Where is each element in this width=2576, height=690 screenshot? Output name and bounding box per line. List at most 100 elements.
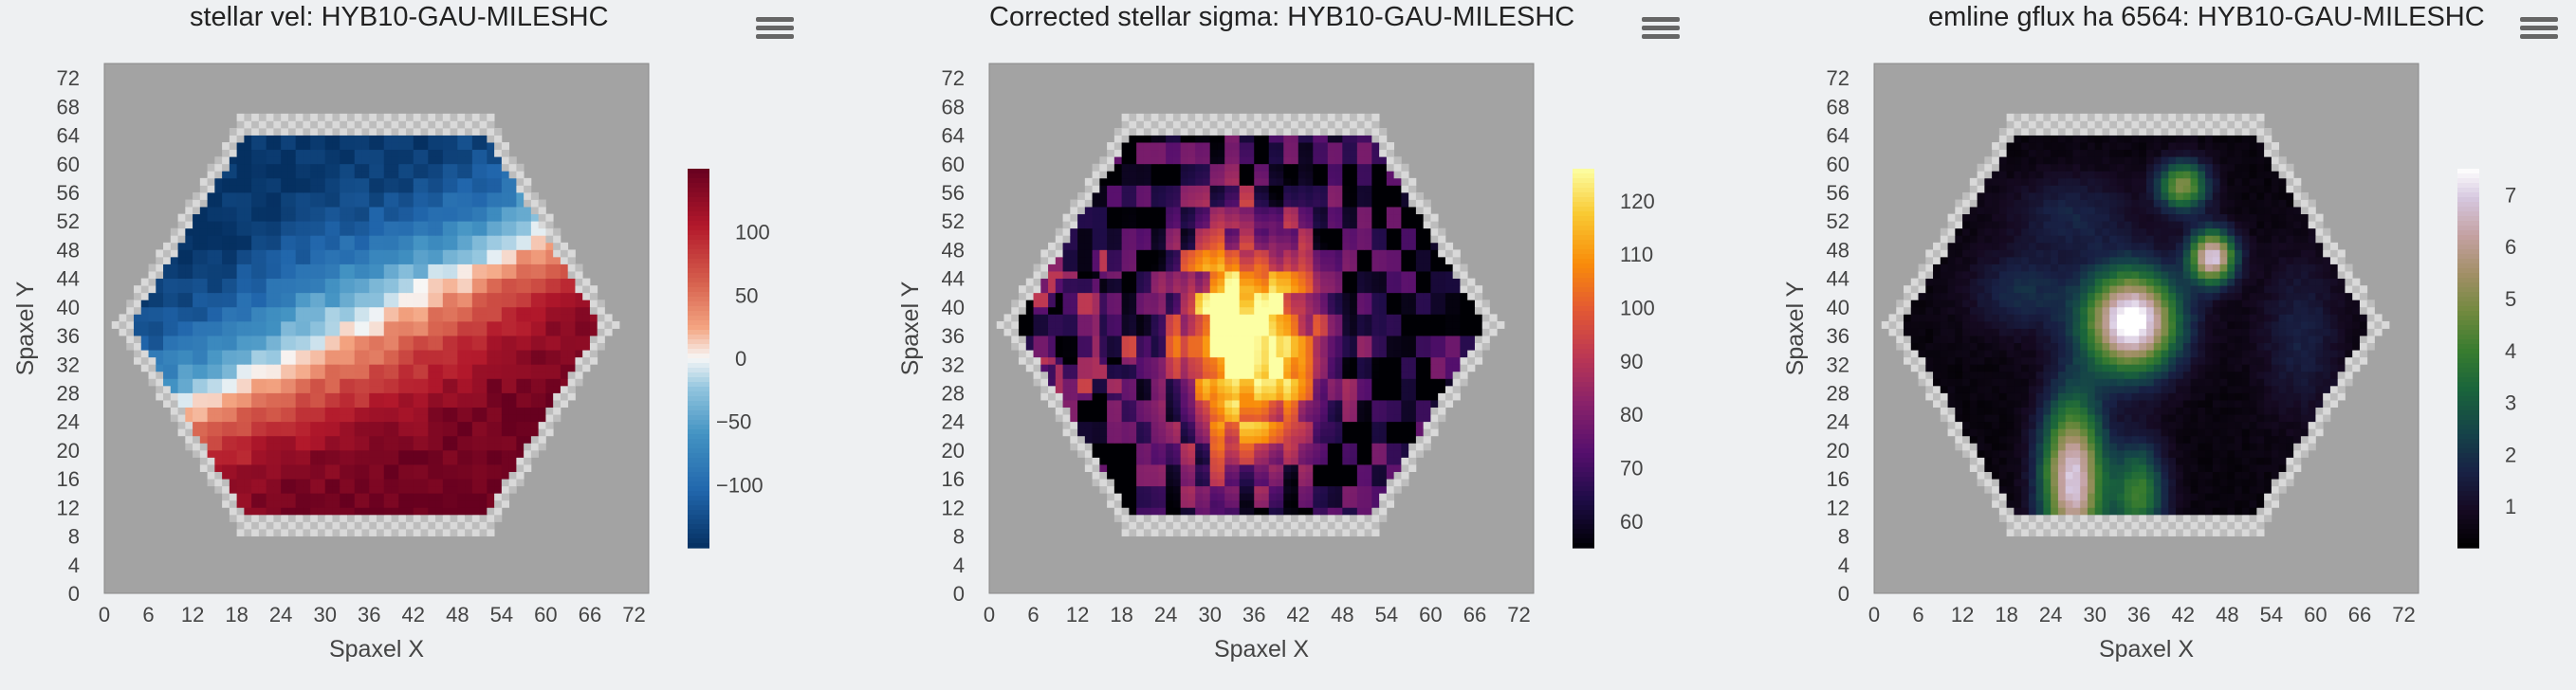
spaxel-cell [479,514,488,522]
spaxel-cell [457,464,466,472]
spaxel-cell [442,364,451,372]
spaxel-cell [560,364,569,372]
spaxel-cell [377,457,385,465]
spaxel-cell [1297,407,1306,415]
spaxel-cell [258,227,267,236]
spaxel-cell [1070,414,1078,423]
spaxel-cell [1379,378,1388,387]
spaxel-cell [222,292,230,300]
spaxel-cell [1129,493,1137,501]
spaxel-cell [199,414,208,423]
spaxel-cell [1438,407,1446,415]
spaxel-cell [148,378,156,387]
spaxel-cell [369,213,377,222]
spaxel-cell [582,292,591,300]
spaxel-cell [1268,400,1277,408]
spaxel-cell [1224,328,1233,336]
spaxel-cell [266,292,274,300]
spaxel-cell [119,320,127,329]
spaxel-cell [156,392,164,401]
spaxel-cell [1350,292,1358,300]
spaxel-cell [1217,350,1225,358]
spaxel-cell [413,171,421,179]
colorbar-segment [688,382,709,388]
spaxel-cell [1371,529,1380,536]
spaxel-cell [428,235,436,244]
spaxel-cell [156,292,164,300]
spaxel-cell [1291,471,1299,480]
spaxel-cell [1364,300,1372,308]
spaxel-cell [324,336,333,343]
spaxel-cell [413,414,421,423]
spaxel-cell [332,449,340,458]
spaxel-cell [1401,314,1409,322]
spaxel-cell [163,263,172,272]
spaxel-cell [1150,378,1159,387]
spaxel-cell [207,421,215,429]
spaxel-cell [266,185,274,193]
spaxel-cell [589,314,598,322]
spaxel-cell [538,249,546,258]
spaxel-cell [1129,342,1137,351]
spaxel-cell [545,306,554,315]
spaxel-cell [1356,342,1365,351]
spaxel-cell [1291,306,1299,315]
spaxel-cell [398,235,407,244]
spaxel-cell [1320,421,1329,429]
spaxel-cell [346,292,356,300]
spaxel-cell [377,221,385,229]
spaxel-cell [1460,320,1468,329]
spaxel-cell [163,271,172,280]
spaxel-cell [377,292,385,300]
spaxel-cell [1444,385,1454,393]
spaxel-cell [1246,314,1255,322]
colorbar-tick-label: −50 [716,410,751,434]
spaxel-cell [258,156,267,165]
spaxel-cell [281,371,289,379]
spaxel-cell [340,514,348,522]
spaxel-cell [1438,306,1446,315]
spaxel-cell [1364,499,1372,508]
spaxel-cell [516,263,524,272]
spaxel-cell [1202,457,1211,465]
spaxel-cell [1158,485,1167,494]
spaxel-cell [435,207,444,215]
spaxel-cell [406,521,414,530]
spaxel-cell [383,521,392,530]
spaxel-cell [1268,350,1277,358]
spaxel-cell [287,199,297,208]
spaxel-cell [479,371,488,379]
spaxel-cell [1291,285,1299,294]
spaxel-cell [1172,285,1182,294]
spaxel-cell [377,163,385,172]
spaxel-cell [465,328,473,336]
spaxel-cell [420,177,429,186]
spaxel-cell [377,521,385,530]
spaxel-cell [346,471,356,480]
spaxel-cell [258,449,267,458]
spaxel-cell [266,271,274,280]
spaxel-cell [487,464,495,472]
spaxel-cell [494,177,503,186]
spaxel-cell [516,364,524,372]
chart-menu-button[interactable] [756,13,794,45]
spaxel-cell [1342,342,1351,351]
spaxel-cell [1283,378,1292,387]
spaxel-cell [1276,479,1284,487]
spaxel-cell [1239,485,1247,494]
spaxel-cell [524,235,532,244]
spaxel-cell [1327,499,1335,508]
spaxel-cell [1291,378,1299,387]
spaxel-cell [1055,285,1063,294]
spaxel-cell [1320,514,1329,522]
spaxel-cell [471,507,480,516]
spaxel-cell [487,356,495,365]
spaxel-cell [303,493,311,501]
spaxel-cell [295,421,304,429]
spaxel-cell [1180,414,1188,423]
colorbar-segment [688,344,709,350]
spaxel-cell [479,364,488,372]
spaxel-cell [1320,457,1329,465]
spaxel-cell [317,342,326,351]
spaxel-cell [1129,356,1137,365]
